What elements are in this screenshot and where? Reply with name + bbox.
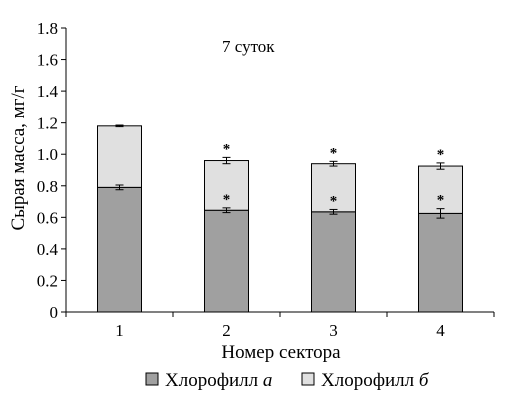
- bar-segment: [418, 212, 463, 313]
- bar-segment: [97, 125, 142, 188]
- bar-segment: [204, 160, 249, 211]
- y-tick-label: 1.0: [37, 145, 58, 164]
- x-tick-label: 2: [222, 321, 231, 340]
- y-tick-label: 0.6: [37, 208, 58, 227]
- y-tick-label: 1.4: [37, 82, 59, 101]
- legend: Хлорофилл а Хлорофилл б: [145, 370, 430, 391]
- legend-label-series-a-prefix: Хлорофилл: [165, 370, 263, 391]
- x-tick-label: 4: [436, 321, 445, 340]
- y-tick-label: 1.8: [37, 19, 58, 38]
- bar-segment: [97, 186, 142, 313]
- significance-star: *: [223, 141, 231, 157]
- x-tick-label: 1: [115, 321, 124, 340]
- x-tick-label: 3: [329, 321, 338, 340]
- legend-label-series-a: Хлорофилл а: [165, 370, 272, 391]
- legend-label-series-b: Хлорофилл б: [321, 370, 430, 391]
- significance-star: *: [437, 193, 445, 209]
- significance-star: *: [330, 145, 338, 161]
- y-ticks: 0 0.2 0.4 0.6 0.8 1.0 1.2 1.4 1.6 1.8: [37, 19, 66, 322]
- significance-markers: * * * * * *: [223, 141, 445, 209]
- legend-label-series-b-prefix: Хлорофилл: [321, 370, 419, 391]
- x-ticks: 1 2 3 4: [65, 312, 495, 340]
- bar-segment: [311, 163, 356, 213]
- significance-star: *: [330, 193, 338, 209]
- y-axis-label: Сырая масса, мг/г: [8, 85, 29, 230]
- y-tick-label: 0.2: [37, 271, 58, 290]
- y-tick-label: 1.6: [37, 51, 58, 70]
- y-tick-label: 1.2: [37, 114, 58, 133]
- legend-swatch-series-b: [301, 372, 315, 386]
- chart-annotation: 7 суток: [222, 37, 275, 56]
- y-tick-label: 0: [50, 303, 59, 322]
- bar-segment: [418, 165, 463, 214]
- significance-star: *: [223, 192, 231, 208]
- significance-star: *: [437, 147, 445, 163]
- bars-group: [97, 125, 463, 313]
- legend-swatch-series-a: [145, 372, 159, 386]
- x-axis-label: Номер сектора: [221, 342, 341, 363]
- bar-segment: [204, 209, 249, 313]
- y-tick-label: 0.4: [37, 240, 59, 259]
- legend-label-series-b-italic: б: [419, 370, 430, 391]
- bar-segment: [311, 211, 356, 313]
- legend-label-series-a-italic: а: [263, 370, 273, 391]
- y-tick-label: 0.8: [37, 177, 58, 196]
- error-bars-group: [115, 124, 445, 219]
